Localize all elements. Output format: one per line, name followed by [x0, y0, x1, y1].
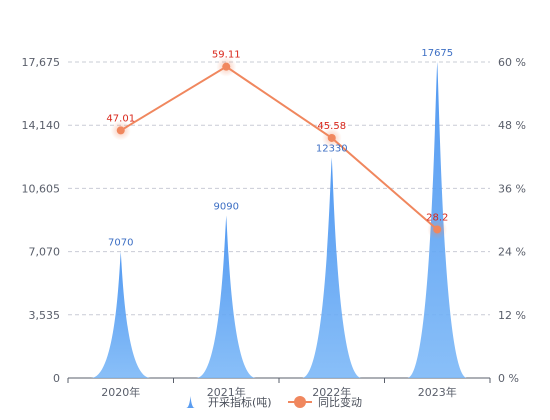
legend-bar-label: 开采指标(吨): [208, 395, 272, 409]
y-left-tick-label: 0: [53, 372, 60, 385]
line-point: [222, 62, 231, 71]
bar-value-label: 12330: [316, 144, 348, 155]
line-point: [327, 133, 336, 142]
legend-bar-marker: [186, 396, 195, 408]
y-right-tick-label: 0 %: [498, 372, 519, 385]
legend-line-dot: [294, 396, 306, 408]
y-left-tick-label: 17,675: [22, 56, 61, 69]
y-right-tick-label: 12 %: [498, 309, 526, 322]
legend-line-label: 同比变动: [318, 395, 362, 409]
y-right-tick-label: 36 %: [498, 182, 526, 195]
y-left-tick-label: 14,140: [22, 119, 61, 132]
y-left-tick-label: 10,605: [22, 182, 61, 195]
y-right-tick-label: 24 %: [498, 246, 526, 259]
grid: [68, 61, 490, 316]
data-labels: 7070 9090 12330 17675 47.01 59.11 45.58 28.2: [106, 48, 453, 249]
x-tick-label: 2020年: [101, 385, 140, 399]
bar-value-label: 7070: [108, 238, 133, 249]
line-series: [110, 56, 448, 240]
x-tick-label: 2023年: [418, 385, 457, 399]
line-value-label: 59.11: [212, 50, 241, 61]
x-tick-label: 2021年: [207, 385, 246, 399]
y-left-tick-label: 3,535: [29, 309, 61, 322]
y-right-tick-label: 60 %: [498, 56, 526, 69]
line-value-label: 45.58: [317, 121, 346, 132]
bar-value-label: 17675: [421, 48, 453, 59]
line-path: [120, 65, 438, 231]
y-left-tick-label: 7,070: [29, 246, 61, 259]
line-value-label: 47.01: [106, 113, 135, 124]
y-right-tick-label: 48 %: [498, 119, 526, 132]
bar: [90, 251, 151, 378]
legend: 开采指标(吨) 同比变动: [186, 395, 362, 409]
bar-value-label: 9090: [214, 201, 239, 212]
bar: [196, 215, 257, 378]
bar-series: [90, 62, 468, 378]
line-point: [433, 225, 442, 234]
bar: [301, 157, 362, 378]
x-tick-label: 2022年: [312, 385, 351, 399]
line-point: [116, 126, 125, 135]
line-value-label: 28.2: [426, 212, 448, 223]
